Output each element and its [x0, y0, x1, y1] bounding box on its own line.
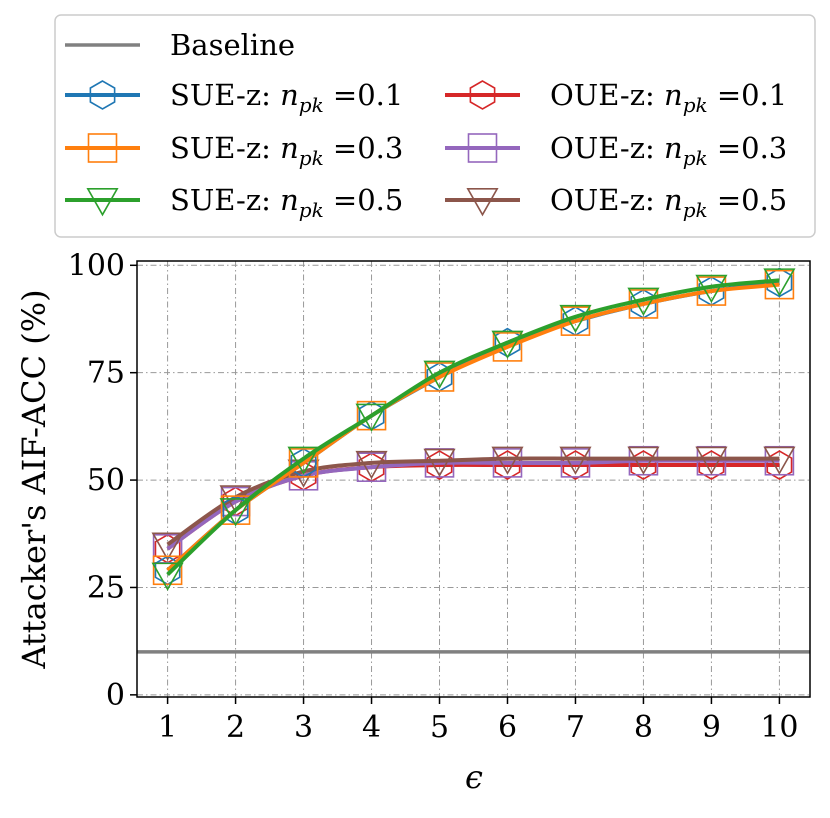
data-point	[491, 330, 524, 359]
legend: Baseline SUE-z: npk =0.1 SUE-z: npk =0.3 SU…	[54, 14, 816, 238]
data-point	[287, 446, 320, 475]
data-point	[355, 450, 388, 480]
legend-entry: OUE-z: npk =0.5	[445, 183, 787, 222]
x-tick-label: 1	[158, 710, 177, 745]
series-line	[166, 456, 780, 547]
legend-frame	[54, 14, 816, 238]
x-tick-label: 5	[430, 710, 449, 745]
x-axis-label: ϵ	[465, 758, 483, 796]
x-tick-label: 10	[760, 710, 798, 745]
series-layer	[151, 267, 796, 591]
x-tick-label: 6	[498, 710, 517, 745]
data-point	[491, 446, 524, 475]
plot-area: 1 2 3 4 5 6 7 8 9 10 0 25 50 75 100	[68, 248, 811, 745]
data-point	[151, 562, 184, 591]
data-point	[695, 274, 728, 304]
series-6	[151, 446, 796, 561]
data-point	[356, 452, 387, 482]
y-tick-label: 25	[87, 570, 125, 605]
data-point	[151, 532, 184, 561]
y-tick-label: 100	[68, 248, 125, 283]
data-point	[423, 360, 456, 390]
data-point	[763, 446, 796, 475]
data-point	[764, 269, 795, 300]
data-point	[627, 446, 660, 475]
plot-frame	[136, 260, 811, 698]
data-point	[152, 555, 183, 586]
legend-entry: OUE-z: npk =0.3	[445, 131, 787, 170]
data-point	[426, 450, 453, 480]
x-ticks: 1 2 3 4 5 6 7 8 9 10	[158, 697, 799, 745]
x-tick-label: 9	[702, 710, 721, 745]
legend-swatch-marker	[466, 188, 499, 217]
x-tick-label: 7	[566, 710, 585, 745]
x-tick-label: 4	[362, 710, 381, 745]
legend-swatch-marker	[86, 188, 119, 217]
legend-label: OUE-z: npk =0.5	[550, 183, 787, 222]
data-point	[763, 268, 796, 297]
y-axis-label: Attacker's AIF-ACC (%)	[15, 289, 53, 669]
data-point	[696, 276, 727, 306]
legend-swatch-marker	[467, 133, 498, 163]
x-tick-label: 8	[634, 710, 653, 745]
x-tick-label: 3	[294, 710, 313, 745]
data-point	[559, 446, 592, 475]
legend-swatch-marker	[89, 80, 116, 110]
legend-label: SUE-z: npk =0.3	[170, 131, 403, 170]
legend-swatch-marker	[469, 80, 496, 110]
legend-swatch-marker	[87, 133, 118, 163]
y-tick-label: 50	[87, 463, 125, 498]
legend-entry: Baseline	[65, 28, 295, 62]
legend-entry: SUE-z: npk =0.5	[65, 183, 403, 222]
y-tick-label: 75	[87, 356, 125, 391]
legend-label: SUE-z: npk =0.5	[170, 183, 403, 222]
plot-background	[137, 261, 810, 697]
legend-label: SUE-z: npk =0.1	[170, 78, 403, 117]
y-ticks: 0 25 50 75 100	[68, 248, 137, 713]
data-point	[219, 498, 252, 527]
data-point	[424, 362, 455, 392]
data-point	[423, 448, 456, 478]
legend-entry: OUE-z: npk =0.1	[445, 78, 787, 117]
data-point	[355, 403, 388, 432]
data-point	[560, 448, 591, 478]
y-tick-label: 0	[106, 678, 125, 713]
series-3	[151, 268, 796, 591]
legend-items: Baseline SUE-z: npk =0.1 SUE-z: npk =0.3 SU…	[65, 28, 787, 222]
data-point	[288, 448, 319, 478]
series-line	[166, 278, 780, 577]
legend-label: OUE-z: npk =0.3	[550, 131, 787, 170]
legend-entry: SUE-z: npk =0.3	[65, 131, 403, 170]
legend-label: OUE-z: npk =0.1	[550, 78, 787, 117]
x-tick-label: 2	[226, 710, 245, 745]
data-point	[695, 446, 728, 475]
data-point	[492, 448, 523, 478]
data-point	[559, 304, 592, 334]
legend-label-baseline: Baseline	[170, 28, 295, 62]
data-point	[627, 287, 660, 316]
legend-entry: SUE-z: npk =0.1	[65, 78, 403, 117]
